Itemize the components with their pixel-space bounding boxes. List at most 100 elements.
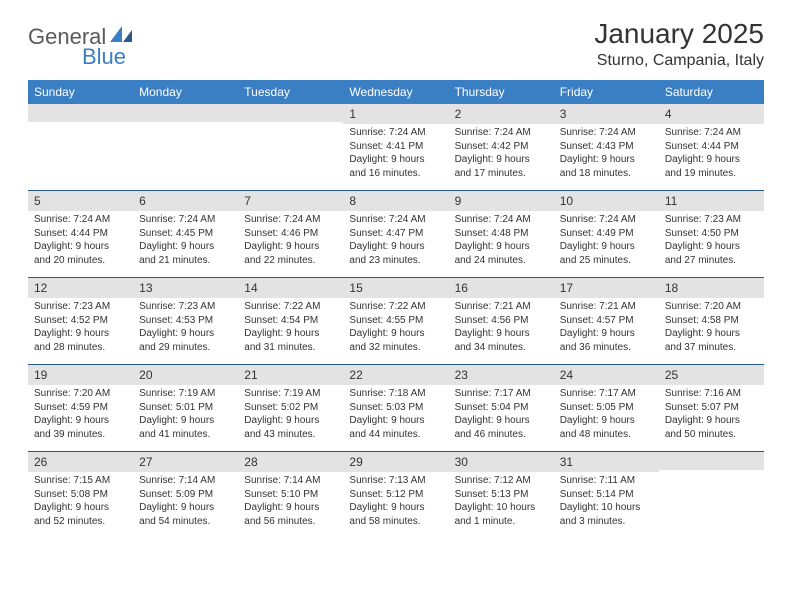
day-number bbox=[659, 452, 764, 470]
sunset-text: Sunset: 5:13 PM bbox=[455, 488, 548, 502]
day-cell: 20Sunrise: 7:19 AMSunset: 5:01 PMDayligh… bbox=[133, 365, 238, 451]
day-cell bbox=[659, 452, 764, 538]
sunset-text: Sunset: 4:44 PM bbox=[34, 227, 127, 241]
sunrise-text: Sunrise: 7:24 AM bbox=[139, 213, 232, 227]
day-body: Sunrise: 7:24 AMSunset: 4:48 PMDaylight:… bbox=[449, 211, 554, 271]
daylight-text: and 54 minutes. bbox=[139, 515, 232, 529]
day-cell: 27Sunrise: 7:14 AMSunset: 5:09 PMDayligh… bbox=[133, 452, 238, 538]
daylight-text: Daylight: 10 hours bbox=[560, 501, 653, 515]
week-row: 5Sunrise: 7:24 AMSunset: 4:44 PMDaylight… bbox=[28, 190, 764, 277]
sunset-text: Sunset: 4:57 PM bbox=[560, 314, 653, 328]
daylight-text: Daylight: 9 hours bbox=[34, 327, 127, 341]
day-body: Sunrise: 7:16 AMSunset: 5:07 PMDaylight:… bbox=[659, 385, 764, 445]
day-cell: 2Sunrise: 7:24 AMSunset: 4:42 PMDaylight… bbox=[449, 104, 554, 190]
day-body: Sunrise: 7:23 AMSunset: 4:50 PMDaylight:… bbox=[659, 211, 764, 271]
month-title: January 2025 bbox=[594, 18, 764, 50]
daylight-text: Daylight: 9 hours bbox=[665, 153, 758, 167]
day-body: Sunrise: 7:24 AMSunset: 4:42 PMDaylight:… bbox=[449, 124, 554, 184]
day-body: Sunrise: 7:24 AMSunset: 4:43 PMDaylight:… bbox=[554, 124, 659, 184]
daylight-text: and 44 minutes. bbox=[349, 428, 442, 442]
sunrise-text: Sunrise: 7:24 AM bbox=[244, 213, 337, 227]
sunrise-text: Sunrise: 7:13 AM bbox=[349, 474, 442, 488]
daylight-text: Daylight: 9 hours bbox=[139, 327, 232, 341]
day-body: Sunrise: 7:17 AMSunset: 5:04 PMDaylight:… bbox=[449, 385, 554, 445]
day-cell bbox=[238, 104, 343, 190]
sunrise-text: Sunrise: 7:24 AM bbox=[560, 126, 653, 140]
day-number: 5 bbox=[28, 191, 133, 211]
day-body: Sunrise: 7:12 AMSunset: 5:13 PMDaylight:… bbox=[449, 472, 554, 532]
calendar-grid: SundayMondayTuesdayWednesdayThursdayFrid… bbox=[28, 80, 764, 538]
sunset-text: Sunset: 4:50 PM bbox=[665, 227, 758, 241]
day-number: 28 bbox=[238, 452, 343, 472]
daylight-text: Daylight: 9 hours bbox=[139, 414, 232, 428]
sunrise-text: Sunrise: 7:23 AM bbox=[139, 300, 232, 314]
sunset-text: Sunset: 5:10 PM bbox=[244, 488, 337, 502]
day-number bbox=[133, 104, 238, 122]
sunrise-text: Sunrise: 7:18 AM bbox=[349, 387, 442, 401]
day-body: Sunrise: 7:11 AMSunset: 5:14 PMDaylight:… bbox=[554, 472, 659, 532]
day-number: 14 bbox=[238, 278, 343, 298]
sunrise-text: Sunrise: 7:23 AM bbox=[34, 300, 127, 314]
daylight-text: Daylight: 9 hours bbox=[244, 240, 337, 254]
week-row: 19Sunrise: 7:20 AMSunset: 4:59 PMDayligh… bbox=[28, 364, 764, 451]
day-cell: 7Sunrise: 7:24 AMSunset: 4:46 PMDaylight… bbox=[238, 191, 343, 277]
sunrise-text: Sunrise: 7:24 AM bbox=[665, 126, 758, 140]
day-cell: 19Sunrise: 7:20 AMSunset: 4:59 PMDayligh… bbox=[28, 365, 133, 451]
weekday-header: Friday bbox=[554, 80, 659, 104]
day-cell: 12Sunrise: 7:23 AMSunset: 4:52 PMDayligh… bbox=[28, 278, 133, 364]
daylight-text: and 56 minutes. bbox=[244, 515, 337, 529]
sunrise-text: Sunrise: 7:14 AM bbox=[244, 474, 337, 488]
day-cell: 28Sunrise: 7:14 AMSunset: 5:10 PMDayligh… bbox=[238, 452, 343, 538]
day-cell bbox=[28, 104, 133, 190]
sunrise-text: Sunrise: 7:24 AM bbox=[560, 213, 653, 227]
day-cell: 11Sunrise: 7:23 AMSunset: 4:50 PMDayligh… bbox=[659, 191, 764, 277]
daylight-text: and 50 minutes. bbox=[665, 428, 758, 442]
day-body: Sunrise: 7:19 AMSunset: 5:01 PMDaylight:… bbox=[133, 385, 238, 445]
day-body: Sunrise: 7:18 AMSunset: 5:03 PMDaylight:… bbox=[343, 385, 448, 445]
daylight-text: Daylight: 9 hours bbox=[455, 327, 548, 341]
sunset-text: Sunset: 4:48 PM bbox=[455, 227, 548, 241]
weeks-container: 1Sunrise: 7:24 AMSunset: 4:41 PMDaylight… bbox=[28, 104, 764, 538]
day-cell: 6Sunrise: 7:24 AMSunset: 4:45 PMDaylight… bbox=[133, 191, 238, 277]
daylight-text: Daylight: 9 hours bbox=[34, 240, 127, 254]
calendar-page: General Blue January 2025 Sturno, Campan… bbox=[0, 0, 792, 548]
sunrise-text: Sunrise: 7:17 AM bbox=[560, 387, 653, 401]
daylight-text: and 22 minutes. bbox=[244, 254, 337, 268]
day-cell: 24Sunrise: 7:17 AMSunset: 5:05 PMDayligh… bbox=[554, 365, 659, 451]
day-body: Sunrise: 7:22 AMSunset: 4:55 PMDaylight:… bbox=[343, 298, 448, 358]
weekday-header: Thursday bbox=[449, 80, 554, 104]
day-number: 8 bbox=[343, 191, 448, 211]
logo-text-blue: Blue bbox=[82, 44, 126, 70]
sunrise-text: Sunrise: 7:19 AM bbox=[139, 387, 232, 401]
daylight-text: Daylight: 9 hours bbox=[560, 240, 653, 254]
day-number: 3 bbox=[554, 104, 659, 124]
daylight-text: and 39 minutes. bbox=[34, 428, 127, 442]
day-number: 29 bbox=[343, 452, 448, 472]
day-number: 18 bbox=[659, 278, 764, 298]
daylight-text: and 52 minutes. bbox=[34, 515, 127, 529]
sunset-text: Sunset: 4:47 PM bbox=[349, 227, 442, 241]
day-number: 7 bbox=[238, 191, 343, 211]
daylight-text: and 16 minutes. bbox=[349, 167, 442, 181]
week-row: 26Sunrise: 7:15 AMSunset: 5:08 PMDayligh… bbox=[28, 451, 764, 538]
day-number: 16 bbox=[449, 278, 554, 298]
daylight-text: Daylight: 9 hours bbox=[560, 327, 653, 341]
daylight-text: Daylight: 9 hours bbox=[244, 327, 337, 341]
daylight-text: and 25 minutes. bbox=[560, 254, 653, 268]
daylight-text: and 21 minutes. bbox=[139, 254, 232, 268]
weekday-header: Wednesday bbox=[343, 80, 448, 104]
day-cell: 16Sunrise: 7:21 AMSunset: 4:56 PMDayligh… bbox=[449, 278, 554, 364]
weekday-header: Monday bbox=[133, 80, 238, 104]
daylight-text: and 17 minutes. bbox=[455, 167, 548, 181]
sunrise-text: Sunrise: 7:21 AM bbox=[455, 300, 548, 314]
sunrise-text: Sunrise: 7:24 AM bbox=[455, 126, 548, 140]
sunrise-text: Sunrise: 7:24 AM bbox=[34, 213, 127, 227]
title-block: January 2025 Sturno, Campania, Italy bbox=[594, 18, 764, 70]
daylight-text: and 37 minutes. bbox=[665, 341, 758, 355]
sunset-text: Sunset: 4:58 PM bbox=[665, 314, 758, 328]
daylight-text: and 48 minutes. bbox=[560, 428, 653, 442]
sunset-text: Sunset: 4:44 PM bbox=[665, 140, 758, 154]
sunrise-text: Sunrise: 7:24 AM bbox=[349, 213, 442, 227]
sunset-text: Sunset: 4:52 PM bbox=[34, 314, 127, 328]
day-body: Sunrise: 7:21 AMSunset: 4:56 PMDaylight:… bbox=[449, 298, 554, 358]
